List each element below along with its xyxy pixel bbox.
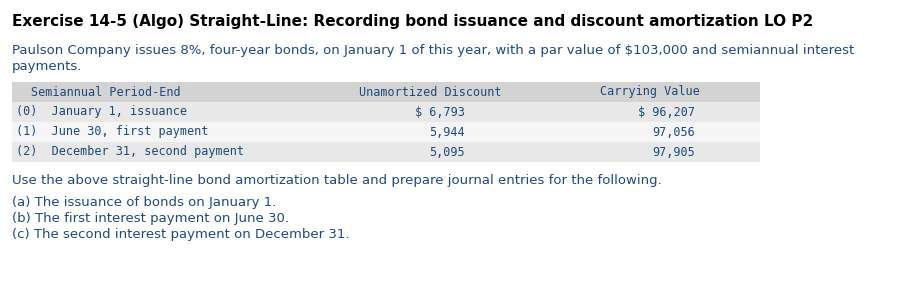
Bar bbox=[12, 102, 760, 122]
Text: (a) The issuance of bonds on January 1.: (a) The issuance of bonds on January 1. bbox=[12, 196, 276, 209]
Text: Use the above straight-line bond amortization table and prepare journal entries : Use the above straight-line bond amortiz… bbox=[12, 174, 661, 187]
Text: Paulson Company issues 8%, four-year bonds, on January 1 of this year, with a pa: Paulson Company issues 8%, four-year bon… bbox=[12, 44, 854, 57]
Text: Unamortized Discount: Unamortized Discount bbox=[359, 85, 501, 98]
Text: (0)  January 1, issuance: (0) January 1, issuance bbox=[16, 105, 187, 118]
Text: (b) The first interest payment on June 30.: (b) The first interest payment on June 3… bbox=[12, 212, 289, 225]
Text: payments.: payments. bbox=[12, 60, 82, 73]
Text: $ 6,793: $ 6,793 bbox=[415, 105, 465, 118]
Text: $ 96,207: $ 96,207 bbox=[638, 105, 695, 118]
Bar bbox=[12, 122, 760, 142]
Text: 5,944: 5,944 bbox=[429, 125, 465, 138]
Bar bbox=[12, 142, 760, 162]
Text: (2)  December 31, second payment: (2) December 31, second payment bbox=[16, 145, 244, 158]
Text: Semiannual Period-End: Semiannual Period-End bbox=[31, 85, 181, 98]
Text: 97,056: 97,056 bbox=[652, 125, 695, 138]
Text: Carrying Value: Carrying Value bbox=[600, 85, 699, 98]
Text: Exercise 14-5 (Algo) Straight-Line: Recording bond issuance and discount amortiz: Exercise 14-5 (Algo) Straight-Line: Reco… bbox=[12, 14, 814, 29]
Bar bbox=[12, 82, 760, 102]
Text: (1)  June 30, first payment: (1) June 30, first payment bbox=[16, 125, 208, 138]
Text: (c) The second interest payment on December 31.: (c) The second interest payment on Decem… bbox=[12, 228, 350, 241]
Text: 5,095: 5,095 bbox=[429, 145, 465, 158]
Text: 97,905: 97,905 bbox=[652, 145, 695, 158]
